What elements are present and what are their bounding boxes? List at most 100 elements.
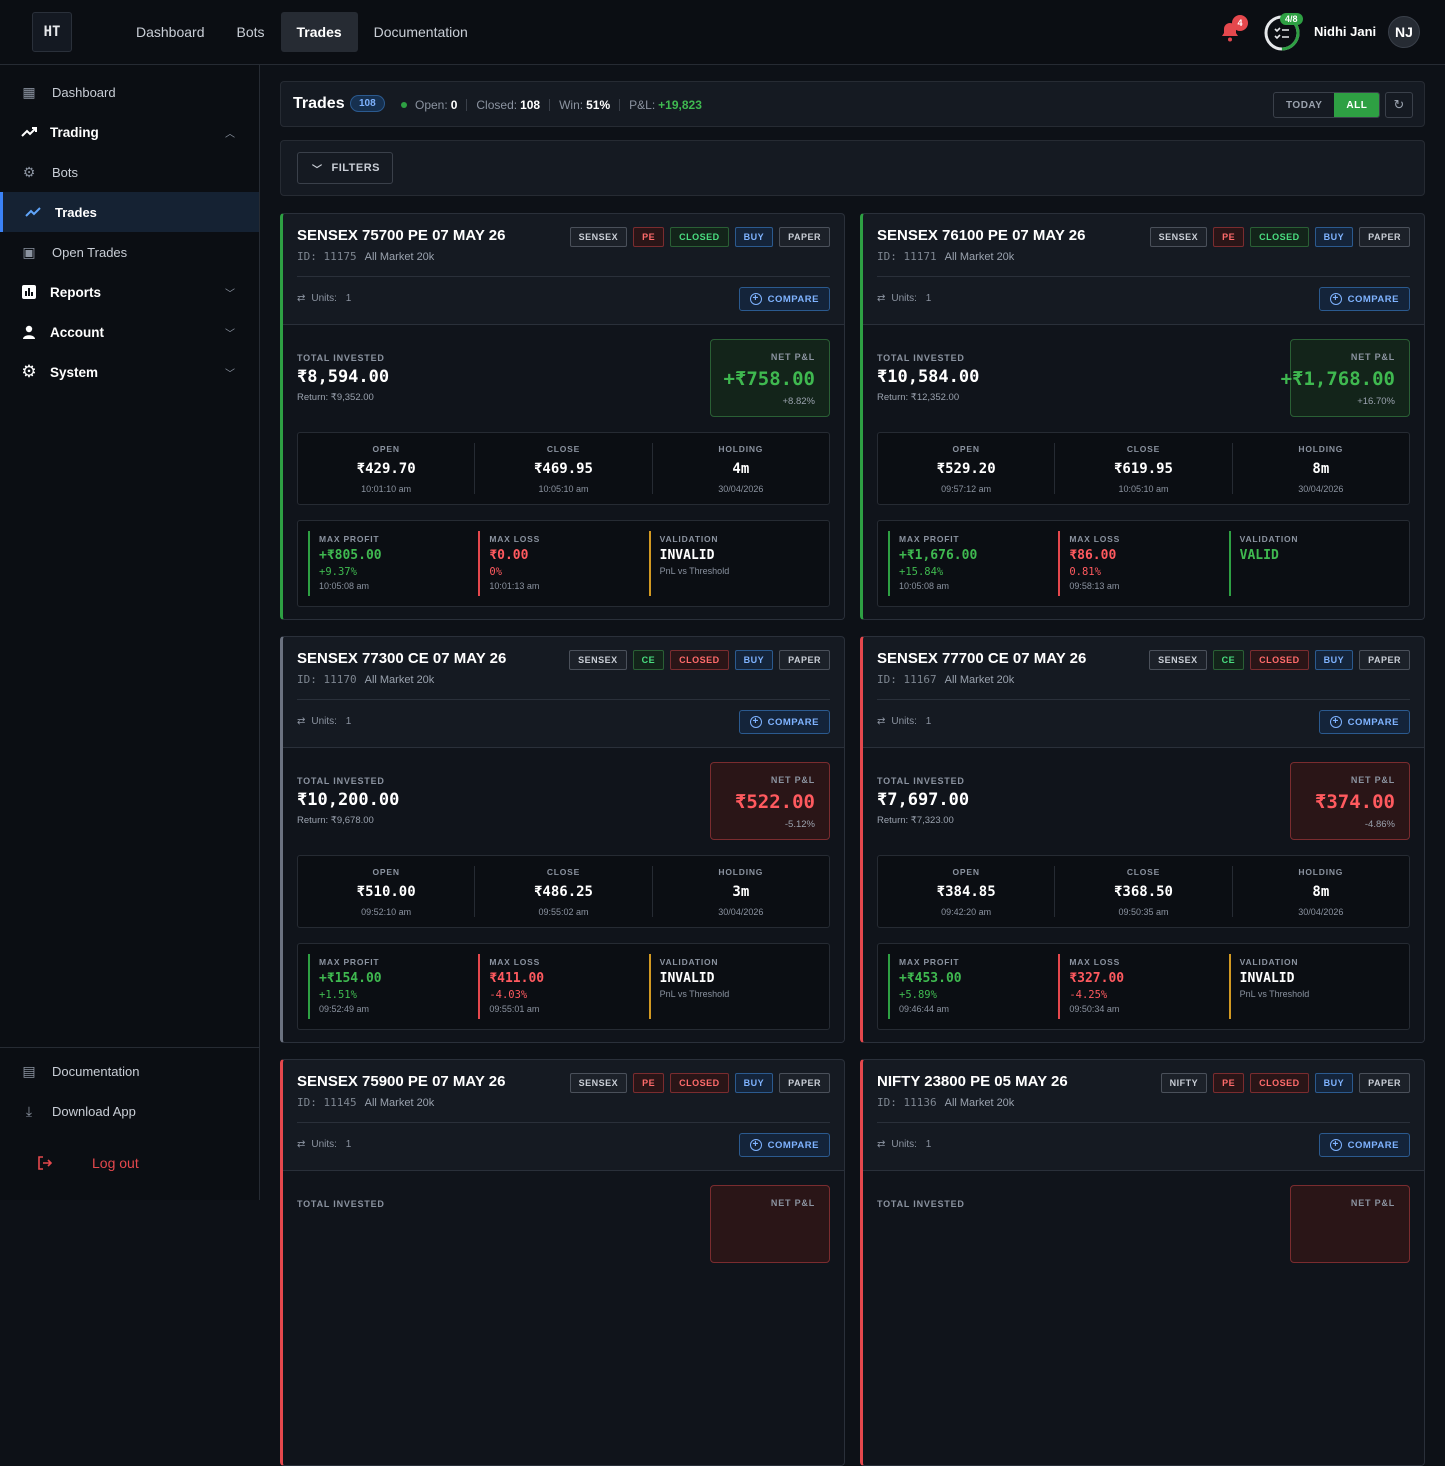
trade-card-body: TOTAL INVESTED NET P&L	[283, 1170, 844, 1465]
app-logo[interactable]: HT	[32, 12, 72, 52]
open-close-holding: OPEN ₹510.00 09:52:10 am CLOSE ₹486.25 0…	[297, 855, 830, 928]
compare-button[interactable]: + COMPARE	[738, 1133, 830, 1157]
trade-card-body: TOTAL INVESTED ₹10,200.00 Return: ₹9,678…	[283, 747, 844, 1042]
trade-card[interactable]: SENSEX 77300 CE 07 MAY 26 ID: 11170 All M…	[280, 636, 845, 1043]
tag-buy: BUY	[734, 227, 774, 247]
sidebar-item-documentation[interactable]: ▤ Documentation	[0, 1051, 259, 1091]
logout-icon	[36, 1154, 54, 1172]
max-profit-loss: MAX PROFIT +₹154.00 +1.51% 09:52:49 am M…	[297, 943, 830, 1030]
swap-icon: ⇄	[297, 293, 306, 304]
status-dot-icon	[401, 102, 407, 108]
trend-icon	[20, 123, 38, 141]
user-name[interactable]: Nidhi Jani	[1314, 24, 1377, 39]
trade-tags: SENSEX PE CLOSED BUY PAPER	[1149, 227, 1410, 247]
bot-name: All Market 20k	[364, 251, 435, 263]
compare-button[interactable]: + COMPARE	[1318, 710, 1410, 734]
sidebar-item-download-app[interactable]: ⤓ Download App	[0, 1091, 259, 1131]
nav-bots[interactable]: Bots	[236, 24, 265, 40]
validation-note: PnL vs Threshold	[659, 566, 730, 576]
bot-name: All Market 20k	[944, 1097, 1015, 1109]
net-pnl-percent: -5.12%	[784, 819, 815, 830]
open-close-holding: OPEN ₹529.20 09:57:12 am CLOSE ₹619.95 1…	[877, 432, 1410, 505]
chevron-down-icon: ﹀	[225, 288, 235, 300]
bot-name: All Market 20k	[944, 251, 1015, 263]
chevron-down-icon: ﹀	[312, 164, 323, 176]
trade-symbol: SENSEX 75900 PE 07 MAY 26	[297, 1073, 506, 1090]
tag-buy: BUY	[1314, 1073, 1354, 1093]
return-value: Return: ₹7,323.00	[877, 815, 954, 826]
net-pnl-box: NET P&L +₹758.00 +8.82%	[710, 339, 830, 417]
filters-button[interactable]: ﹀ FILTERS	[297, 152, 394, 184]
sidebar-item-bots[interactable]: ⚙ Bots	[0, 152, 259, 192]
trade-card[interactable]: SENSEX 75900 PE 07 MAY 26 ID: 11145 All M…	[280, 1059, 845, 1466]
avatar[interactable]: NJ	[1388, 16, 1420, 48]
top-bar: HT Dashboard Bots Trades Documentation 4…	[0, 0, 1445, 65]
trade-card-header: SENSEX 75900 PE 07 MAY 26 ID: 11145 All M…	[283, 1060, 844, 1170]
plus-circle-icon: +	[1329, 293, 1342, 305]
swap-icon: ⇄	[297, 1139, 306, 1150]
total-invested: ₹10,200.00	[297, 790, 400, 810]
compare-button[interactable]: + COMPARE	[1318, 287, 1410, 311]
sidebar-item-trading[interactable]: Trading ︿	[0, 112, 259, 152]
plus-circle-icon: +	[1329, 1139, 1342, 1151]
sidebar-item-account[interactable]: Account ﹀	[0, 312, 259, 352]
trade-card[interactable]: NIFTY 23800 PE 05 MAY 26 ID: 11136 All Ma…	[860, 1059, 1425, 1466]
sidebar-item-system[interactable]: ⚙ System ﹀	[21, 362, 235, 381]
tag-paper: PAPER	[779, 650, 830, 670]
tag-paper: PAPER	[779, 1073, 830, 1093]
trend-icon	[24, 203, 42, 221]
max-profit-percent: +9.37%	[319, 566, 357, 578]
trade-units: ⇄ Units: 1	[297, 716, 352, 727]
close-price: ₹486.25	[533, 884, 593, 900]
trade-card[interactable]: SENSEX 75700 PE 07 MAY 26 ID: 11175 All M…	[280, 213, 845, 620]
filters-panel: ﹀ FILTERS	[280, 140, 1425, 196]
sidebar-item-open-trades[interactable]: ▣ Open Trades	[0, 232, 259, 272]
trade-id: ID: 11167	[877, 673, 937, 686]
sidebar-item-reports[interactable]: Reports ﹀	[0, 272, 259, 312]
tag-sensex: SENSEX	[1149, 227, 1208, 247]
validation-note: PnL vs Threshold	[659, 989, 730, 999]
trade-tags: SENSEX CE CLOSED BUY PAPER	[1149, 650, 1410, 670]
compare-button[interactable]: + COMPARE	[738, 710, 830, 734]
trade-units: ⇄ Units: 1	[297, 293, 352, 304]
swap-icon: ⇄	[877, 716, 886, 727]
all-button[interactable]: ALL	[1334, 93, 1380, 117]
compare-button[interactable]: + COMPARE	[1318, 1133, 1410, 1157]
trade-symbol: SENSEX 77300 CE 07 MAY 26	[297, 650, 507, 667]
refresh-icon[interactable]: ↻	[1385, 92, 1413, 118]
holding-date: 30/04/2026	[1298, 907, 1344, 917]
wallet-icon: ▣	[22, 243, 36, 260]
page-title: Trades	[293, 95, 345, 112]
download-icon: ⤓	[25, 1102, 33, 1119]
chevron-down-icon: ﹀	[225, 368, 235, 380]
open-price: ₹529.20	[936, 461, 996, 477]
nav-dashboard[interactable]: Dashboard	[136, 24, 205, 40]
tag-closed: CLOSED	[670, 650, 729, 670]
holding-date: 30/04/2026	[718, 907, 764, 917]
holding-date: 30/04/2026	[1298, 484, 1344, 494]
trade-id: ID: 11136	[877, 1096, 937, 1109]
progress-badge: 4/8	[1280, 13, 1303, 25]
bot-name: All Market 20k	[364, 674, 435, 686]
validation-note: PnL vs Threshold	[1239, 989, 1310, 999]
open-time: 10:01:10 am	[361, 484, 412, 494]
net-pnl-percent: +8.82%	[782, 396, 816, 407]
close-price: ₹368.50	[1113, 884, 1173, 900]
sidebar-item-trades[interactable]: Trades	[0, 192, 259, 232]
max-loss-value: ₹86.00	[1069, 548, 1117, 563]
tag-sensex: SENSEX	[1149, 650, 1207, 670]
sidebar-item-dashboard[interactable]: ▦ Dashboard	[0, 72, 259, 112]
nav-trades[interactable]: Trades	[280, 12, 358, 52]
nav-documentation[interactable]: Documentation	[373, 24, 468, 40]
logout-button[interactable]: Log out	[0, 1143, 259, 1183]
trade-card-header: SENSEX 75700 PE 07 MAY 26 ID: 11175 All M…	[283, 214, 844, 324]
plus-circle-icon: +	[1329, 716, 1342, 728]
today-button[interactable]: TODAY	[1286, 99, 1323, 111]
sidebar: ▦ Dashboard Trading ︿ ⚙ Bots Trades ▣ Op…	[0, 65, 260, 1200]
trade-tags: NIFTY PE CLOSED BUY PAPER	[1160, 1073, 1410, 1093]
compare-button[interactable]: + COMPARE	[738, 287, 830, 311]
trade-card[interactable]: SENSEX 77700 CE 07 MAY 26 ID: 11167 All M…	[860, 636, 1425, 1043]
trade-card[interactable]: SENSEX 76100 PE 07 MAY 26 ID: 11171 All M…	[860, 213, 1425, 620]
tag-sensex: SENSEX	[569, 650, 627, 670]
trades-summary-bar: Trades 108 Open: 0 Closed: 108 Win: 51% P&L…	[280, 81, 1425, 127]
